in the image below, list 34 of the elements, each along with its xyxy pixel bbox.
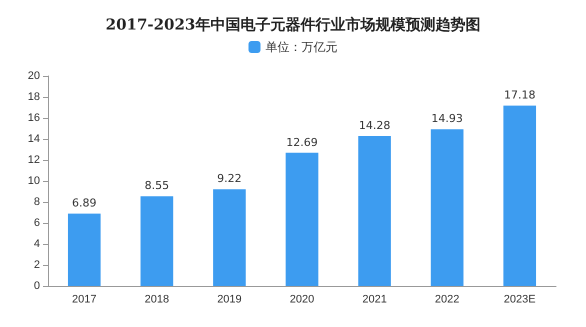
bar: [430, 129, 464, 286]
bar: [358, 136, 391, 286]
data-label: 17.18: [504, 88, 536, 102]
data-label: 12.69: [286, 136, 318, 149]
y-tick-label: 14: [28, 133, 40, 145]
y-tick-label: 12: [28, 154, 40, 166]
data-label: 8.55: [144, 179, 170, 192]
y-tick-label: 6: [34, 217, 40, 229]
data-label: 14.93: [431, 112, 463, 126]
chart-title: 2017-2023年中国电子元器件行业市场规模预测趋势图: [106, 16, 480, 34]
y-tick-label: 8: [34, 196, 40, 208]
bar: [140, 196, 174, 286]
y-tick-label: 4: [34, 238, 40, 250]
bar: [503, 106, 536, 286]
bar: [68, 214, 101, 286]
x-tick-label: 2018: [144, 294, 170, 306]
bar: [286, 152, 318, 286]
x-tick-label: 2022: [434, 294, 460, 306]
legend-label: 单位：万亿元: [266, 40, 338, 54]
y-tick-label: 10: [28, 175, 40, 187]
x-tick-label: 2021: [362, 294, 387, 306]
y-tick-label: 18: [28, 91, 40, 103]
x-tick-label: 2019: [217, 294, 242, 306]
data-label: 6.89: [72, 196, 97, 210]
x-tick-label: 2020: [290, 294, 314, 306]
y-tick-label: 0: [34, 280, 40, 292]
y-tick-label: 20: [28, 70, 40, 82]
bar: [213, 189, 246, 286]
x-tick-label: 2023E: [504, 294, 536, 306]
data-label: 14.28: [358, 119, 390, 132]
y-tick-label: 2: [34, 259, 40, 271]
data-label: 9.22: [217, 172, 242, 186]
x-tick-label: 2017: [72, 294, 97, 306]
y-tick-label: 16: [28, 112, 40, 124]
